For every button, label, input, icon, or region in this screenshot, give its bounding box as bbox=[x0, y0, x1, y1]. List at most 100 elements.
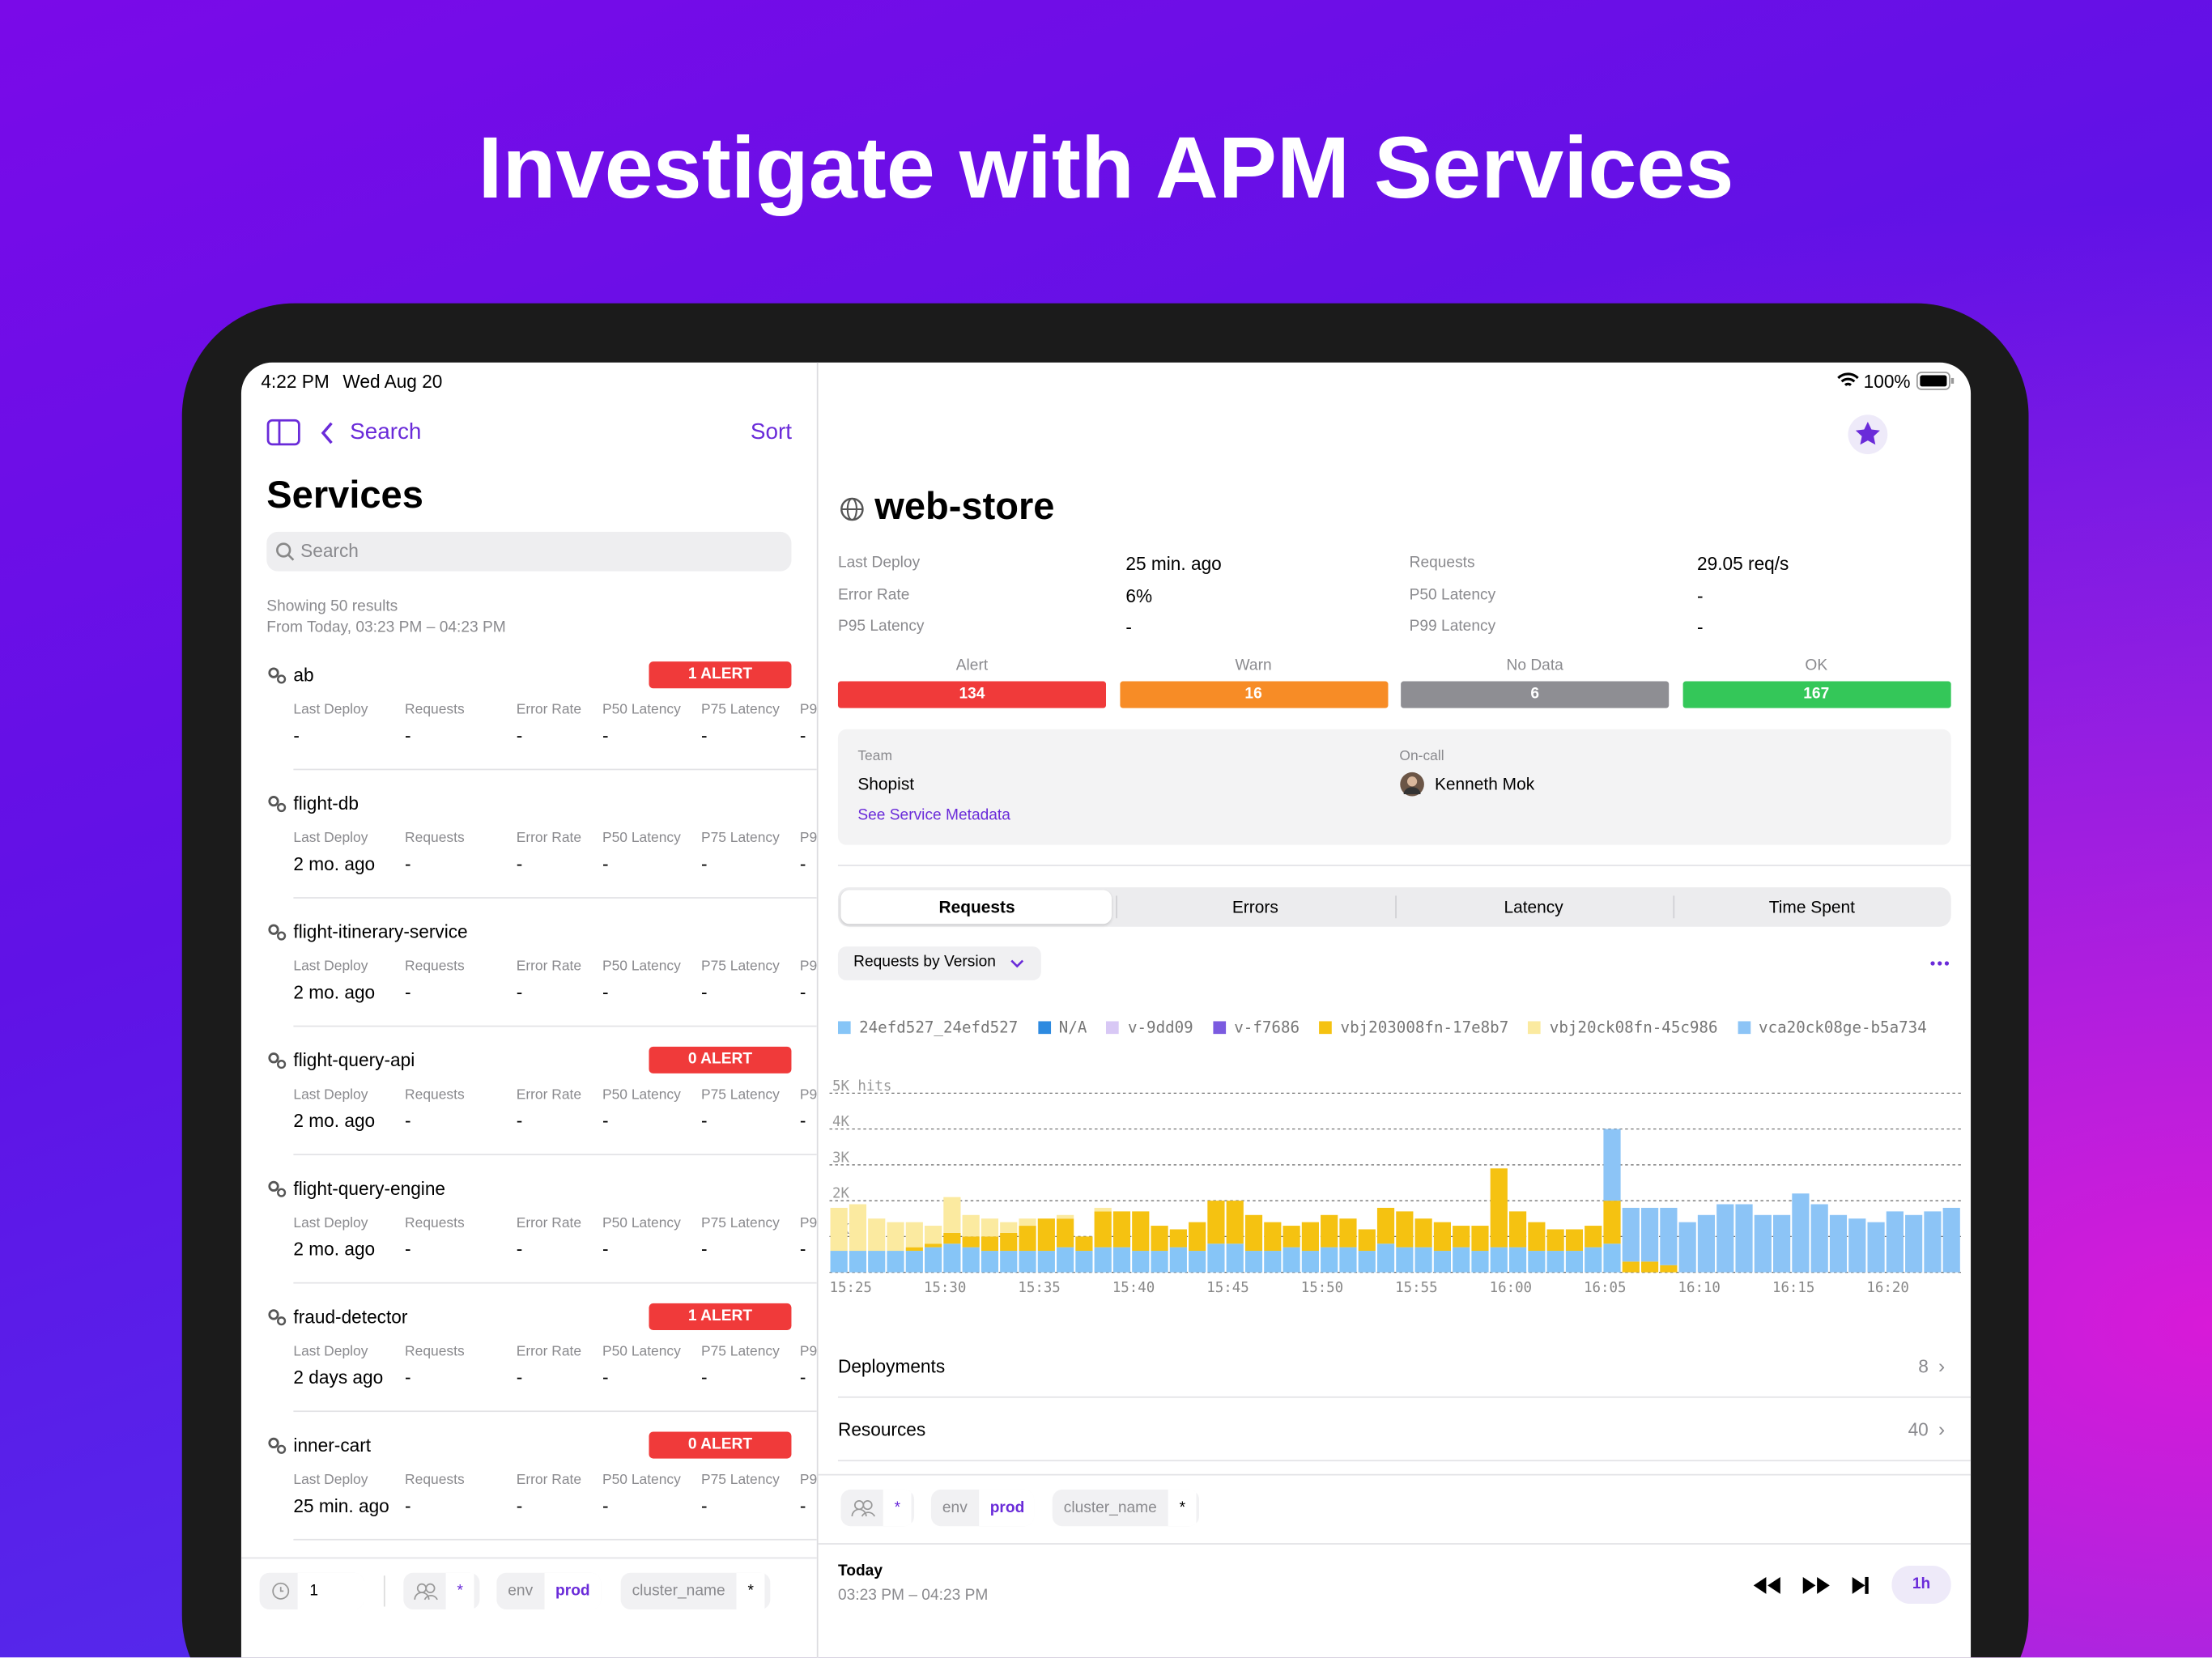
span-button[interactable]: 1h bbox=[1891, 1566, 1951, 1605]
filter-key: cluster_name bbox=[632, 1582, 725, 1600]
monitor-label: Alert bbox=[955, 657, 989, 674]
bar-segment bbox=[1490, 1247, 1508, 1273]
separator bbox=[837, 865, 1972, 866]
bar-segment bbox=[1019, 1226, 1036, 1252]
bar-segment bbox=[1660, 1265, 1678, 1273]
service-name[interactable]: flight-query-api bbox=[293, 1049, 415, 1071]
bar-segment bbox=[1207, 1201, 1225, 1244]
legend-swatch bbox=[1213, 1020, 1226, 1034]
legend-label: vca20ck08ge-b5a734 bbox=[1759, 1018, 1927, 1036]
x-tick-label: 15:35 bbox=[1018, 1280, 1060, 1296]
x-tick-label: 16:20 bbox=[1866, 1280, 1908, 1296]
column-value: 25 min. ago bbox=[293, 1494, 389, 1517]
time-filter[interactable]: 1 hour bbox=[259, 1572, 364, 1610]
date: Wed Aug 20 bbox=[342, 371, 443, 393]
service-icon bbox=[268, 796, 287, 813]
column-label: P75 Latency bbox=[700, 702, 780, 718]
monitor-count: 134 bbox=[837, 681, 1107, 708]
column-label: Last Deploy bbox=[293, 959, 368, 975]
metric-label: Last Deploy bbox=[837, 554, 921, 572]
legend-swatch bbox=[1319, 1020, 1333, 1034]
filter-value: prod bbox=[978, 1489, 1035, 1527]
bar-segment bbox=[1264, 1222, 1282, 1252]
bar-segment bbox=[924, 1247, 942, 1273]
x-tick-label: 15:50 bbox=[1301, 1280, 1343, 1296]
column-value: - bbox=[405, 1238, 411, 1260]
column-label: P99 Latency bbox=[799, 1473, 817, 1489]
service-name[interactable]: flight-query-engine bbox=[293, 1177, 446, 1199]
bar-segment bbox=[1169, 1229, 1187, 1248]
separator bbox=[818, 1543, 1972, 1545]
separator bbox=[383, 1575, 385, 1607]
separator bbox=[837, 1396, 1972, 1398]
chart: 01K2K3K4K5K hits15:2515:3015:3515:4015:4… bbox=[829, 1078, 1961, 1296]
tab[interactable]: Time Spent bbox=[1768, 897, 1855, 917]
bar-segment bbox=[1283, 1226, 1300, 1248]
results-range: From Today, 03:23 PM – 04:23 PM bbox=[266, 619, 506, 636]
legend-swatch bbox=[837, 1020, 851, 1034]
bar-segment bbox=[1376, 1244, 1395, 1273]
favorite-button[interactable] bbox=[1847, 414, 1889, 456]
bar-segment bbox=[1471, 1251, 1489, 1273]
back-chevron[interactable] bbox=[319, 420, 336, 445]
y-tick-label: 3K bbox=[832, 1150, 849, 1166]
metric-dropdown[interactable] bbox=[837, 946, 1041, 980]
column-value: - bbox=[799, 853, 806, 875]
x-tick-label: 16:00 bbox=[1490, 1280, 1532, 1296]
bar-segment bbox=[1453, 1226, 1470, 1248]
column-value: 2 mo. ago bbox=[293, 981, 376, 1003]
bar-segment bbox=[1094, 1211, 1112, 1248]
column-label: Requests bbox=[405, 1087, 465, 1103]
nav-row-label[interactable]: Resources bbox=[837, 1418, 926, 1440]
cluster-filter[interactable]: cluster_name * bbox=[1052, 1489, 1199, 1527]
tab[interactable]: Latency bbox=[1504, 897, 1563, 917]
filter-key: env bbox=[942, 1499, 968, 1517]
service-name[interactable]: flight-itinerary-service bbox=[293, 920, 468, 942]
bar-segment bbox=[1603, 1201, 1621, 1244]
sidebar-toggle[interactable] bbox=[266, 419, 300, 447]
service-name[interactable]: inner-cart bbox=[293, 1434, 372, 1456]
cluster-filter[interactable]: cluster_name * bbox=[620, 1572, 771, 1610]
legend-label: v-9dd09 bbox=[1127, 1018, 1193, 1036]
bar-segment bbox=[849, 1204, 867, 1252]
column-label: P50 Latency bbox=[602, 1344, 681, 1360]
team-filter[interactable]: * bbox=[403, 1572, 480, 1610]
bar-segment bbox=[1094, 1207, 1112, 1212]
column-label: Last Deploy bbox=[293, 1344, 368, 1360]
separator bbox=[293, 1154, 817, 1155]
service-name[interactable]: fraud-detector bbox=[293, 1306, 408, 1328]
tab[interactable]: Requests bbox=[938, 897, 1015, 917]
service-name[interactable]: ab bbox=[293, 664, 314, 686]
service-name[interactable]: flight-db bbox=[293, 793, 359, 814]
env-filter[interactable]: env prod bbox=[496, 1572, 602, 1610]
env-filter[interactable]: env prod bbox=[930, 1489, 1035, 1527]
column-label: Requests bbox=[405, 1344, 465, 1360]
column-label: Requests bbox=[405, 959, 465, 975]
globe-icon bbox=[840, 497, 864, 521]
nav-row-label[interactable]: Deployments bbox=[837, 1355, 946, 1377]
legend-swatch bbox=[1737, 1020, 1750, 1034]
x-tick-label: 16:10 bbox=[1678, 1280, 1721, 1296]
more-button[interactable] bbox=[1929, 956, 1951, 970]
column-label: P50 Latency bbox=[602, 1087, 681, 1103]
bar-segment bbox=[1000, 1251, 1018, 1273]
bar-segment bbox=[1226, 1244, 1244, 1273]
bar-segment bbox=[981, 1218, 999, 1237]
tab-divider bbox=[1116, 895, 1118, 919]
oncall-label: On-call bbox=[1399, 749, 1444, 765]
column-label: Error Rate bbox=[516, 1344, 582, 1360]
playback-controls[interactable] bbox=[1750, 1571, 1877, 1600]
filter-value: prod bbox=[544, 1572, 602, 1610]
search-field[interactable] bbox=[266, 531, 792, 572]
sort-button[interactable]: Sort bbox=[750, 420, 793, 444]
back-button[interactable]: Search bbox=[350, 420, 422, 444]
alert-badge: 1 ALERT bbox=[649, 661, 792, 689]
tab[interactable]: Errors bbox=[1231, 897, 1278, 917]
bar-segment bbox=[1622, 1261, 1640, 1273]
column-value: - bbox=[700, 981, 708, 1003]
column-value: - bbox=[602, 1494, 609, 1517]
bar-segment bbox=[1244, 1214, 1263, 1252]
metadata-link[interactable]: See Service Metadata bbox=[857, 806, 1010, 824]
team-filter[interactable]: * bbox=[840, 1489, 915, 1527]
service-icon bbox=[268, 667, 287, 684]
